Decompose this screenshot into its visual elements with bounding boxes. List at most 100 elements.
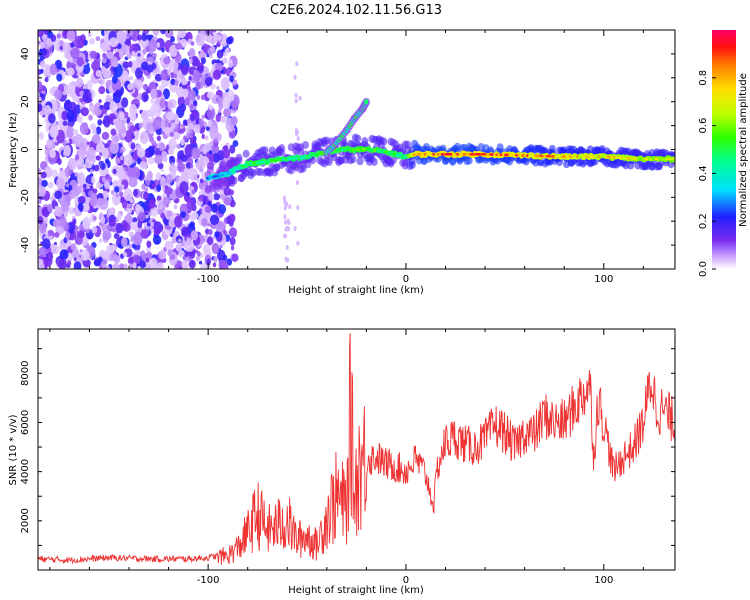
noise-blob [100, 162, 106, 171]
noise-blob [77, 146, 87, 158]
noise-blob [101, 223, 108, 233]
noise-blob [201, 114, 206, 120]
noise-blob [53, 242, 57, 246]
spectrogram-xtick-label: 100 [594, 274, 613, 285]
noise-blob [196, 94, 201, 100]
noise-blob [152, 119, 162, 130]
noise-blob [73, 261, 82, 269]
trace-halo [207, 162, 215, 171]
colorbar-label: Normalized spectral amplitude [738, 73, 749, 227]
spectrogram-axes: -100 0 100 -40 -20 0 20 40 [20, 29, 675, 285]
noise-blob [186, 192, 190, 197]
noise-blob [82, 216, 91, 230]
noise-blob [126, 39, 132, 47]
noise-blob [38, 246, 48, 258]
noise-blob [122, 61, 130, 69]
noise-blob [82, 89, 92, 104]
noise-blob [170, 35, 175, 43]
noise-blob [216, 35, 223, 41]
noise-blob [198, 235, 205, 245]
noise-blob [48, 113, 56, 124]
trace-halo [325, 157, 333, 166]
noise-blob [209, 125, 219, 140]
noise-blob [137, 53, 141, 57]
trace-halo [487, 146, 495, 155]
noise-blob [79, 122, 89, 135]
streak-blob [293, 74, 297, 80]
noise-blob [161, 47, 165, 53]
noise-blob [41, 48, 48, 56]
noise-blob [152, 30, 160, 36]
noise-blob [110, 155, 114, 160]
noise-blob [79, 205, 84, 213]
noise-blob [66, 67, 75, 76]
noise-blob [160, 212, 165, 219]
noise-blob [129, 112, 137, 122]
trace-halo [389, 156, 397, 165]
noise-blob [162, 196, 171, 206]
snr-xtick-label: -100 [197, 575, 220, 586]
noise-blob [92, 215, 97, 221]
noise-blob [72, 249, 80, 260]
noise-blob [193, 100, 197, 107]
noise-blob [218, 204, 227, 215]
noise-blob [208, 150, 213, 155]
noise-blob [216, 149, 225, 161]
streak-blob [285, 245, 289, 250]
noise-blob [111, 74, 118, 85]
streak-blob [296, 136, 300, 141]
noise-blob [168, 164, 178, 174]
snr-line [38, 333, 675, 565]
noise-blob [92, 128, 97, 135]
noise-blob [214, 231, 220, 238]
noise-blob [218, 102, 224, 110]
noise-blob [141, 91, 149, 103]
noise-blob [191, 181, 196, 187]
noise-blob [200, 94, 206, 100]
spectrogram-ytick-label: -20 [20, 189, 31, 205]
trace-halo [230, 176, 238, 185]
noise-blob [40, 171, 47, 179]
snr-xlabel: Height of straight line (km) [288, 585, 424, 596]
trace-halo [370, 157, 378, 166]
noise-blob [99, 139, 103, 145]
noise-blob [174, 118, 180, 125]
noise-blob [187, 122, 194, 130]
noise-blob [199, 178, 204, 184]
noise-blob [131, 243, 136, 249]
noise-blob [191, 189, 196, 195]
noise-blob [133, 130, 140, 138]
noise-blob [100, 38, 105, 44]
noise-blob [135, 203, 141, 212]
noise-blob [228, 58, 233, 64]
noise-blob [106, 244, 116, 254]
noise-blob [76, 115, 83, 124]
noise-blob [187, 172, 193, 179]
noise-blob [155, 172, 162, 181]
trace-halo [380, 137, 388, 146]
noise-blob [214, 137, 218, 144]
noise-blob [152, 52, 158, 58]
noise-blob [44, 64, 52, 74]
noise-blob [110, 56, 119, 68]
noise-blob [70, 42, 75, 48]
noise-blob [47, 203, 53, 212]
noise-blob [228, 219, 234, 227]
noise-blob [223, 197, 232, 206]
noise-blob [173, 62, 179, 70]
noise-blob [232, 140, 239, 147]
streak-blob [295, 61, 299, 67]
noise-blob [59, 249, 69, 260]
noise-blob [146, 64, 154, 73]
noise-blob [222, 148, 231, 159]
noise-blob [152, 235, 162, 245]
noise-blob [208, 104, 214, 111]
noise-blob [156, 41, 161, 48]
noise-blob [50, 169, 59, 178]
noise-blob [178, 265, 183, 269]
noise-blob [151, 140, 157, 146]
noise-blob [76, 172, 86, 186]
snr-ylabel: SNR (10 * v/v) [8, 414, 19, 485]
noise-blob [141, 249, 145, 256]
noise-blob [44, 77, 49, 83]
